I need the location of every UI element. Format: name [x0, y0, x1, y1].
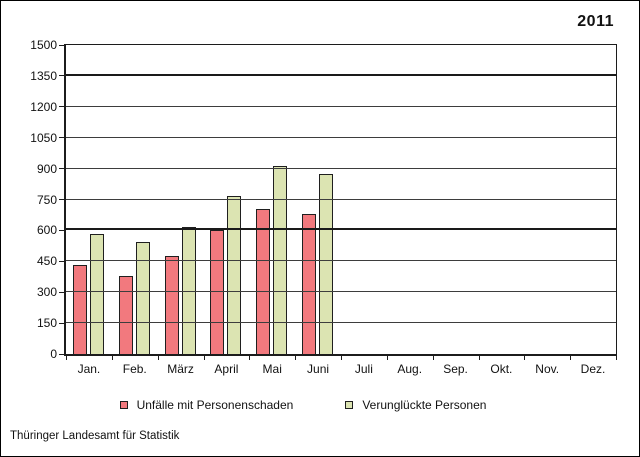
bar-verunglueckte-april — [227, 196, 242, 354]
x-tick-4 — [249, 356, 251, 360]
y-tick-label-150: 150 — [36, 316, 57, 331]
y-tick-0 — [59, 353, 65, 355]
legend-label-unfaelle: Unfälle mit Personenschaden — [136, 398, 294, 412]
x-label-juli: Juli — [354, 362, 373, 376]
gridline-1050 — [66, 136, 616, 138]
x-label-feb: Feb. — [122, 362, 147, 376]
y-tick-300 — [59, 291, 65, 293]
gridline-450 — [66, 260, 616, 262]
bar-verunglueckte-feb — [135, 241, 150, 354]
y-tick-1350 — [59, 75, 65, 77]
y-tick-label-750: 750 — [36, 192, 57, 207]
x-tick-7 — [386, 356, 388, 360]
x-label-mai: Mai — [262, 362, 282, 376]
y-tick-label-900: 900 — [36, 161, 57, 176]
bar-verunglueckte-mai — [273, 165, 288, 354]
x-tick-2 — [157, 356, 159, 360]
x-tick-0 — [66, 356, 67, 360]
gridline-300 — [66, 291, 616, 293]
gridline-1200 — [66, 105, 616, 107]
y-tick-900 — [59, 168, 65, 170]
gridline-150 — [66, 322, 616, 324]
y-tick-600 — [59, 229, 65, 231]
x-tick-6 — [341, 356, 342, 360]
y-tick-label-450: 450 — [36, 254, 57, 269]
y-tick-1200 — [59, 106, 65, 108]
bar-unfaelle-jan — [72, 265, 87, 354]
x-axis-labels: Jan. Feb. März April Mai Juni Juli Aug. Sep. Okt.… — [66, 362, 616, 376]
x-label-april: April — [214, 362, 239, 376]
legend-marker-unfaelle — [119, 401, 128, 409]
gridline-600 — [66, 228, 616, 231]
y-axis-labels: 0 150 300 450 600 750 900 1050 1200 1350 1500 — [5, 38, 57, 361]
x-tick-3 — [203, 356, 205, 360]
plot-area — [64, 44, 617, 356]
x-tick-8 — [432, 356, 434, 360]
legend-marker-verunglueckte — [345, 401, 354, 409]
y-tick-label-1350: 1350 — [30, 68, 57, 83]
x-label-jan: Jan. — [77, 362, 101, 376]
bar-unfaelle-juni — [302, 213, 317, 354]
y-tick-label-1050: 1050 — [30, 130, 57, 145]
x-label-aug: Aug. — [397, 362, 423, 376]
bar-verunglueckte-juni — [319, 173, 334, 354]
y-tick-1050 — [59, 137, 65, 139]
y-tick-450 — [59, 260, 65, 262]
x-tick-1 — [111, 356, 113, 360]
x-tick-10 — [524, 356, 526, 360]
x-label-nov: Nov. — [535, 362, 560, 376]
x-tick-11 — [570, 356, 572, 360]
legend-entry-verunglueckte: Verunglückte Personen — [345, 398, 486, 412]
gridline-1350 — [66, 73, 616, 76]
x-label-juni: Juni — [307, 362, 330, 376]
x-tick-9 — [478, 356, 480, 360]
bar-unfaelle-mai — [256, 208, 271, 354]
y-tick-150 — [59, 322, 65, 324]
bar-unfaelle-mrz — [164, 256, 179, 354]
y-tick-label-0: 0 — [50, 347, 57, 361]
y-tick-750 — [59, 199, 65, 200]
gridline-900 — [66, 167, 616, 169]
x-label-mrz: März — [167, 362, 194, 376]
legend-entry-unfaelle: Unfälle mit Personenschaden — [119, 398, 294, 412]
x-label-sep: Sep. — [443, 362, 468, 376]
y-tick-1500 — [59, 44, 65, 46]
y-tick-label-600: 600 — [36, 223, 57, 238]
source-note: Thüringer Landesamt für Statistik — [10, 430, 180, 442]
chart-title: 2011 — [577, 13, 614, 30]
x-tick-5 — [295, 356, 297, 360]
x-label-dez: Dez. — [580, 362, 606, 376]
y-tick-label-1500: 1500 — [30, 38, 57, 52]
x-axis-ticks — [66, 356, 617, 361]
legend-label-verunglueckte: Verunglückte Personen — [362, 398, 487, 412]
y-tick-label-300: 300 — [36, 285, 57, 300]
bar-unfaelle-feb — [118, 275, 133, 354]
legend: Unfälle mit Personenschaden Verunglückte … — [1, 398, 639, 412]
bar-unfaelle-april — [210, 230, 225, 354]
gridline-750 — [66, 198, 616, 200]
y-axis-ticks — [59, 44, 65, 355]
bar-verunglueckte-jan — [89, 233, 104, 354]
y-tick-label-1200: 1200 — [30, 99, 57, 114]
x-label-okt: Okt. — [490, 362, 513, 376]
x-tick-12 — [616, 356, 617, 360]
